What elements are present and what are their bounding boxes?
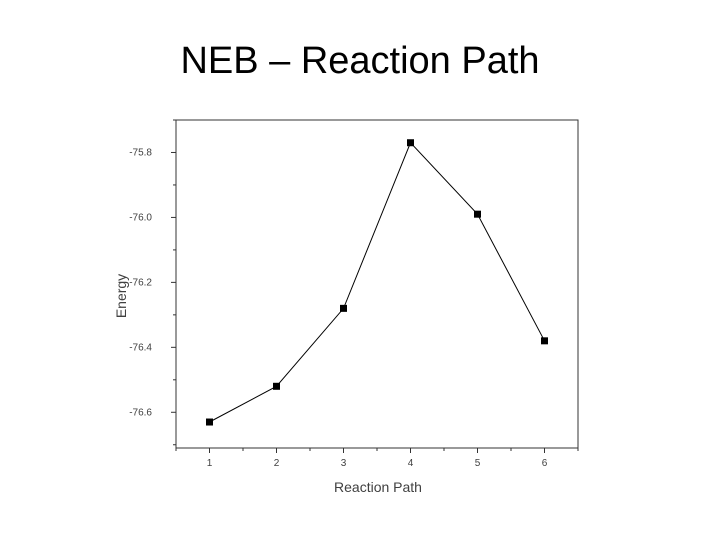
plot-frame	[175, 119, 579, 449]
x-axis: 1 2 3 4 5 6	[175, 448, 579, 469]
x-tick-label: 1	[207, 458, 213, 469]
y-tick-label: -76.0	[129, 212, 152, 223]
x-tick-label: 2	[274, 458, 280, 469]
data-point	[541, 337, 548, 345]
x-tick-label: 4	[408, 458, 414, 469]
y-axis: -75.8 -76.0 -76.2 -76.4 -76.6	[129, 119, 176, 446]
y-axis-title: Energy	[113, 274, 129, 318]
slide-title: NEB – Reaction Path	[180, 40, 540, 82]
y-tick-label: -76.6	[129, 407, 152, 418]
y-tick-label: -76.2	[129, 277, 152, 288]
x-tick-label: 6	[542, 458, 548, 469]
data-point	[340, 304, 347, 312]
y-tick-label: -75.8	[129, 147, 152, 158]
x-tick-label: 5	[475, 458, 481, 469]
series-line	[209, 141, 545, 423]
data-point	[407, 139, 414, 147]
data-point	[474, 210, 481, 218]
x-axis-title: Reaction Path	[334, 479, 422, 495]
data-point	[206, 418, 213, 426]
y-tick-label: -76.4	[129, 342, 152, 353]
data-point	[273, 382, 280, 390]
data-points	[206, 139, 548, 426]
x-tick-label: 3	[341, 458, 347, 469]
